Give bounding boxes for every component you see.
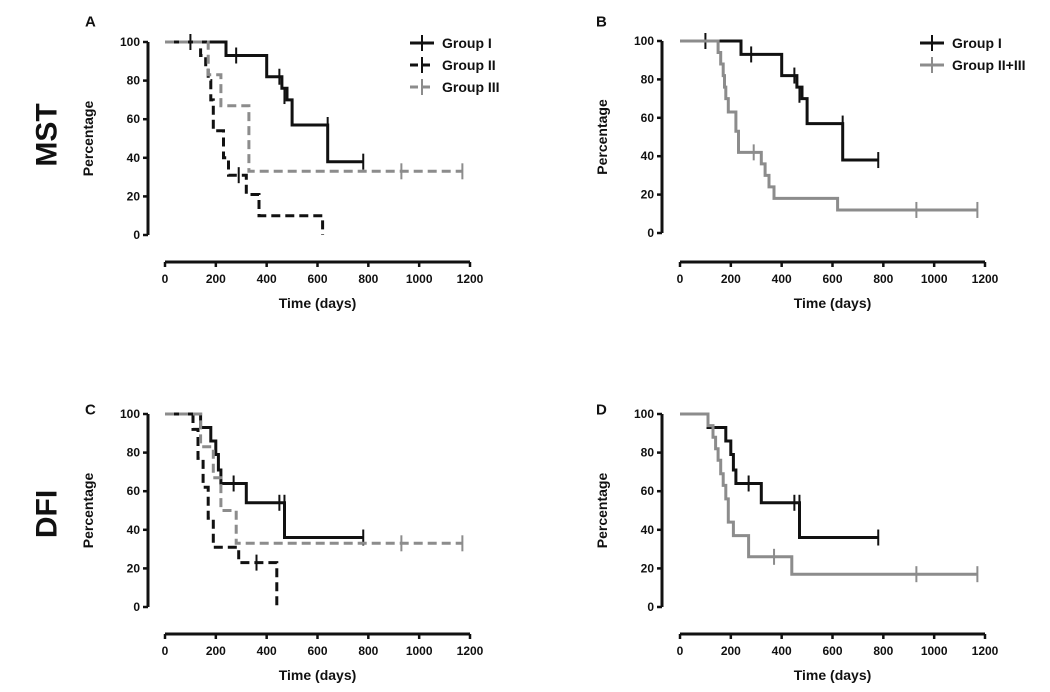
y-tick-label: 20	[127, 561, 141, 575]
y-tick-label: 80	[641, 446, 655, 460]
panel-c: C 0 20 40 60 80 100 Percentage 0 200 400 600 800 1000…	[80, 401, 484, 683]
x-tick-label: 1200	[457, 644, 484, 658]
y-tick-label: 60	[127, 112, 141, 126]
panel-letter: C	[85, 401, 96, 418]
x-tick-label: 600	[307, 272, 327, 286]
y-tick-label: 40	[641, 149, 655, 163]
y-tick-label: 20	[641, 188, 655, 202]
panel-d: D 0 20 40 60 80 100 Percentage 0 200 400 600 800 1000…	[594, 401, 999, 683]
y-axis-title: Percentage	[80, 473, 96, 549]
series-line-group-iii	[165, 412, 463, 545]
panel-b: B 0 20 40 60 80 100 Percentage 0 200 400 600 800 1000…	[594, 13, 1026, 311]
x-axis-title: Time (days)	[279, 295, 357, 311]
series-line-group-ii-iii	[680, 412, 978, 576]
series-line-group-ii-iii	[680, 39, 978, 212]
x-tick-label: 1000	[406, 644, 433, 658]
x-tick-label: 600	[822, 644, 842, 658]
x-tick-label: 800	[358, 272, 378, 286]
series-line-group-i	[165, 412, 364, 539]
x-tick-label: 400	[257, 272, 277, 286]
series-line-group-iii	[165, 40, 463, 173]
y-tick-label: 0	[647, 600, 654, 614]
legend-label-group-i: Group I	[952, 35, 1002, 51]
y-tick-label: 100	[120, 407, 140, 421]
x-tick-label: 0	[677, 644, 684, 658]
x-tick-label: 1000	[921, 272, 948, 286]
y-axis-title: Percentage	[594, 473, 610, 549]
x-tick-label: 400	[772, 644, 792, 658]
x-tick-label: 400	[257, 644, 277, 658]
y-tick-label: 40	[641, 523, 655, 537]
legend-label-group-ii-iii: Group II+III	[952, 57, 1026, 73]
series-line-group-i	[680, 412, 879, 539]
series-line-group-i	[165, 40, 364, 164]
series-line-group-ii	[165, 412, 279, 607]
x-tick-label: 0	[677, 272, 684, 286]
row-label-mst: MST	[31, 103, 64, 166]
legend-label-group-iii: Group III	[442, 79, 500, 95]
y-tick-label: 80	[127, 446, 141, 460]
row-label-dfi: DFI	[31, 490, 64, 538]
legend-label-group-i: Group I	[442, 35, 492, 51]
x-tick-label: 1200	[457, 272, 484, 286]
x-tick-label: 600	[822, 272, 842, 286]
x-tick-label: 200	[206, 644, 226, 658]
y-tick-label: 20	[127, 189, 141, 203]
x-tick-label: 200	[721, 272, 741, 286]
panel-letter: D	[596, 401, 607, 418]
x-tick-label: 800	[873, 644, 893, 658]
y-tick-label: 60	[641, 484, 655, 498]
x-axis-title: Time (days)	[794, 667, 872, 683]
y-tick-label: 100	[634, 407, 654, 421]
legend-label-group-ii: Group II	[442, 57, 496, 73]
x-tick-label: 400	[772, 272, 792, 286]
x-tick-label: 800	[358, 644, 378, 658]
panel-a: A 0 20 40 60 80 100 Percentage 0 200 400 600 800 1000…	[80, 13, 500, 311]
y-tick-label: 60	[641, 111, 655, 125]
y-tick-label: 80	[127, 74, 141, 88]
x-tick-label: 1000	[921, 644, 948, 658]
y-axis-title: Percentage	[594, 99, 610, 175]
series-line-group-i	[680, 39, 879, 162]
panel-letter: A	[85, 13, 96, 30]
x-tick-label: 1200	[972, 644, 999, 658]
x-axis-title: Time (days)	[279, 667, 357, 683]
x-tick-label: 200	[721, 644, 741, 658]
x-tick-label: 1200	[972, 272, 999, 286]
y-axis-title: Percentage	[80, 101, 96, 177]
series-line-group-ii	[165, 40, 325, 235]
x-tick-label: 600	[307, 644, 327, 658]
x-tick-label: 1000	[406, 272, 433, 286]
panel-letter: B	[596, 13, 607, 30]
y-tick-label: 20	[641, 561, 655, 575]
x-tick-label: 800	[873, 272, 893, 286]
y-tick-label: 80	[641, 72, 655, 86]
x-tick-label: 0	[162, 272, 169, 286]
x-tick-label: 0	[162, 644, 169, 658]
y-tick-label: 0	[133, 228, 140, 242]
x-tick-label: 200	[206, 272, 226, 286]
y-tick-label: 40	[127, 523, 141, 537]
y-tick-label: 0	[647, 226, 654, 240]
y-tick-label: 40	[127, 151, 141, 165]
y-tick-label: 100	[120, 35, 140, 49]
y-tick-label: 0	[133, 600, 140, 614]
y-tick-label: 100	[634, 34, 654, 48]
y-tick-label: 60	[127, 484, 141, 498]
x-axis-title: Time (days)	[794, 295, 872, 311]
